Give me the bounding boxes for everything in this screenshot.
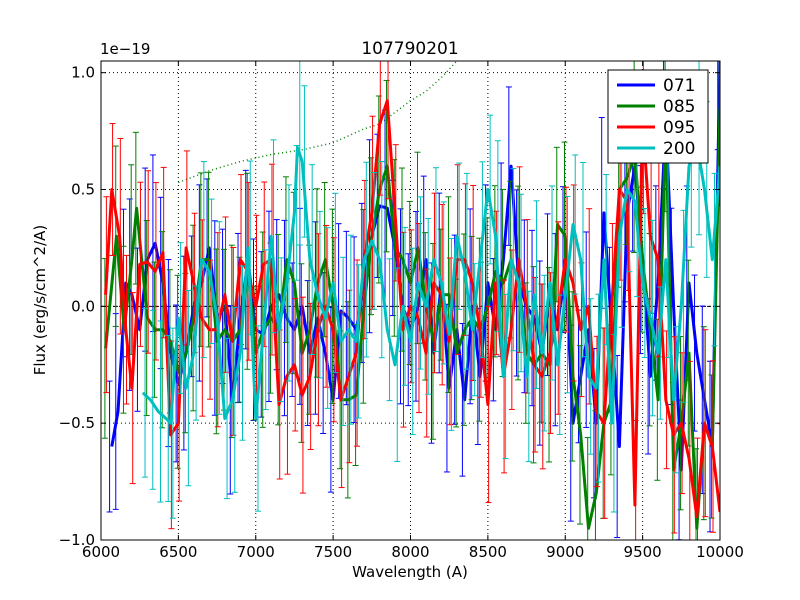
series-line-200: [141, 141, 720, 425]
x-tick-label: 10000: [696, 543, 744, 561]
x-tick-label: 9000: [546, 543, 584, 561]
tick-labels: 6000 6500 7000 7500 8000 8500 9000 9500 10000 −1.…: [59, 64, 744, 561]
x-tick-label: 8000: [391, 543, 429, 561]
series-200: [141, 61, 720, 519]
legend-label-095: 095: [663, 118, 695, 138]
y-tick-label: 0.5: [71, 181, 95, 199]
x-tick-label: 7000: [237, 543, 275, 561]
x-tick-label: 6500: [159, 543, 197, 561]
axis-ticks: [100, 61, 721, 541]
x-tick-label: 6000: [82, 543, 120, 561]
series-layer: [101, 61, 720, 540]
y-axis-label: Flux (erg/s/cm^2/A): [31, 225, 49, 376]
y-offset-label: 1e−19: [100, 40, 150, 58]
x-tick-label: 9500: [624, 543, 662, 561]
x-tick-label: 8500: [469, 543, 507, 561]
legend-label-071: 071: [663, 76, 695, 96]
chart-title: 107790201: [361, 39, 458, 59]
y-tick-label: 0.0: [71, 297, 95, 315]
y-tick-label: −0.5: [59, 414, 95, 432]
x-axis-label: Wavelength (A): [352, 563, 468, 581]
x-tick-label: 7500: [314, 543, 352, 561]
legend-label-200: 200: [663, 139, 695, 159]
reference-line-layer: [178, 61, 458, 184]
legend-label-085: 085: [663, 97, 695, 117]
series-095: [103, 61, 720, 540]
y-tick-label: −1.0: [59, 531, 95, 549]
reference-line: [178, 61, 458, 184]
y-tick-label: 1.0: [71, 64, 95, 82]
